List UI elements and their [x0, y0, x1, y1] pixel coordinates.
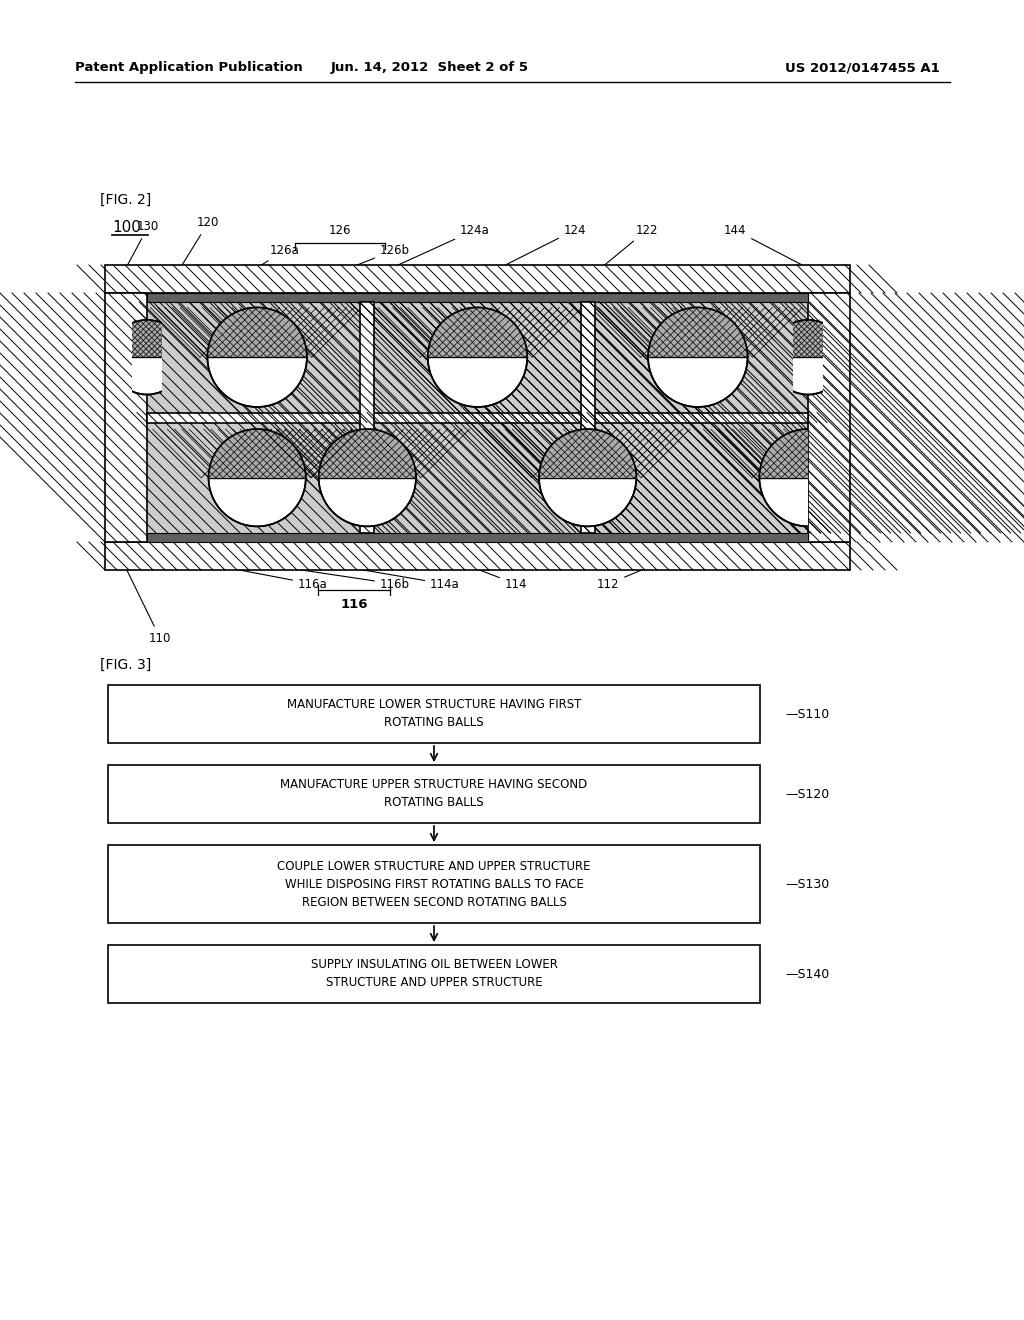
Bar	[105, 293, 147, 543]
Text: 130: 130	[122, 220, 159, 276]
Bar	[105, 265, 850, 293]
Bar	[147, 293, 808, 543]
Text: SUPPLY INSULATING OIL BETWEEN LOWER
STRUCTURE AND UPPER STRUCTURE: SUPPLY INSULATING OIL BETWEEN LOWER STRU…	[310, 958, 557, 990]
Text: 124a: 124a	[370, 223, 489, 277]
Polygon shape	[648, 308, 748, 358]
Bar	[360, 302, 375, 533]
Text: 122: 122	[590, 223, 658, 277]
Polygon shape	[209, 429, 306, 478]
Bar	[108, 945, 760, 1003]
Polygon shape	[110, 319, 184, 358]
Text: 114: 114	[469, 566, 527, 590]
Text: 126a: 126a	[215, 243, 300, 294]
Text: 110: 110	[122, 560, 171, 644]
Polygon shape	[771, 319, 845, 358]
Bar	[105, 543, 850, 570]
Text: —S140: —S140	[785, 968, 829, 981]
Bar	[108, 766, 760, 822]
Text: 124: 124	[480, 223, 587, 277]
Polygon shape	[760, 429, 857, 478]
Circle shape	[760, 429, 857, 527]
Bar	[147, 293, 808, 302]
Text: —S130: —S130	[785, 878, 829, 891]
Bar	[581, 302, 595, 533]
Text: 112: 112	[597, 566, 651, 590]
Text: 116: 116	[340, 598, 368, 610]
Bar	[808, 293, 850, 543]
Polygon shape	[208, 308, 307, 358]
Circle shape	[539, 429, 636, 527]
Circle shape	[110, 319, 184, 395]
Text: Jun. 14, 2012  Sheet 2 of 5: Jun. 14, 2012 Sheet 2 of 5	[331, 62, 529, 74]
Text: 126b: 126b	[282, 243, 410, 294]
Text: 116b: 116b	[271, 565, 410, 590]
Text: [FIG. 3]: [FIG. 3]	[100, 657, 152, 672]
Text: [FIG. 2]: [FIG. 2]	[100, 193, 152, 207]
Text: 114a: 114a	[337, 565, 460, 590]
Text: 126: 126	[329, 224, 351, 238]
Circle shape	[209, 429, 306, 527]
Text: US 2012/0147455 A1: US 2012/0147455 A1	[785, 62, 940, 74]
Text: 100: 100	[112, 220, 141, 235]
Text: —S120: —S120	[785, 788, 829, 800]
Bar	[108, 845, 760, 923]
Text: MANUFACTURE UPPER STRUCTURE HAVING SECOND
ROTATING BALLS: MANUFACTURE UPPER STRUCTURE HAVING SECON…	[281, 779, 588, 809]
Circle shape	[648, 308, 748, 407]
Polygon shape	[428, 308, 527, 358]
Polygon shape	[539, 429, 636, 478]
Bar	[108, 685, 760, 743]
Text: MANUFACTURE LOWER STRUCTURE HAVING FIRST
ROTATING BALLS: MANUFACTURE LOWER STRUCTURE HAVING FIRST…	[287, 698, 582, 730]
Circle shape	[771, 319, 845, 395]
Circle shape	[318, 429, 416, 527]
Circle shape	[208, 308, 307, 407]
Text: 120: 120	[164, 216, 219, 294]
Circle shape	[428, 308, 527, 407]
Polygon shape	[318, 429, 416, 478]
Bar	[147, 533, 808, 543]
Text: 116a: 116a	[216, 565, 328, 590]
Text: COUPLE LOWER STRUCTURE AND UPPER STRUCTURE
WHILE DISPOSING FIRST ROTATING BALLS : COUPLE LOWER STRUCTURE AND UPPER STRUCTU…	[278, 859, 591, 908]
Text: —S110: —S110	[785, 708, 829, 721]
Text: Patent Application Publication: Patent Application Publication	[75, 62, 303, 74]
Text: 144: 144	[724, 223, 826, 277]
Bar	[147, 412, 808, 422]
